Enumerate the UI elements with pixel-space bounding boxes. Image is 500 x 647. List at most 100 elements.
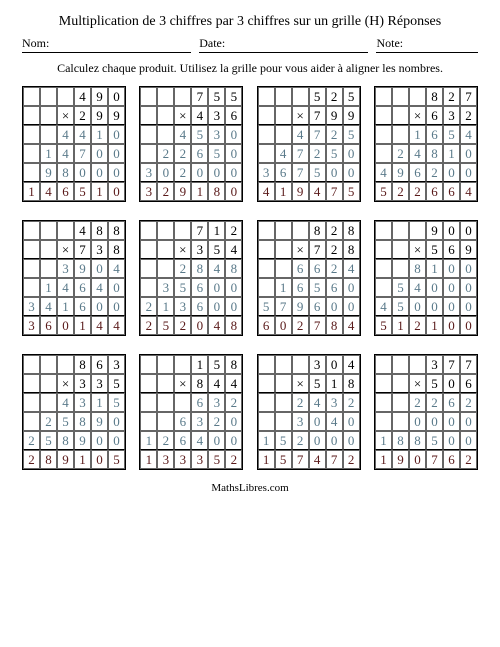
- grid-cell: [157, 374, 174, 393]
- grid-cell: [392, 374, 409, 393]
- grid-cell: [157, 125, 174, 144]
- grid-cell: 0: [309, 431, 326, 450]
- grid-cell: ×: [57, 106, 74, 125]
- grid-cell: 2: [343, 393, 360, 412]
- grid-cell: [23, 240, 40, 259]
- grid-cell: 3: [208, 106, 225, 125]
- grid-cell: [275, 87, 292, 106]
- grid-cell: 8: [40, 450, 57, 469]
- date-field[interactable]: Date:: [199, 36, 368, 53]
- grid-cell: 2: [74, 106, 91, 125]
- grid-cell: 4: [74, 87, 91, 106]
- grid-cell: 9: [343, 106, 360, 125]
- grid-cell: [292, 355, 309, 374]
- grid-cell: 0: [208, 431, 225, 450]
- grid-cell: 5: [208, 144, 225, 163]
- grid-cell: 1: [40, 278, 57, 297]
- grid-cell: 5: [57, 412, 74, 431]
- multiplication-grid: 525×799472547250367500419475: [257, 86, 361, 202]
- grid-cell: 0: [157, 163, 174, 182]
- grid-cell: [57, 87, 74, 106]
- multiplication-grid: 712×354284835600213600252048: [139, 220, 243, 336]
- grid-cell: 6: [309, 297, 326, 316]
- note-field[interactable]: Note:: [376, 36, 478, 53]
- grid-cell: 5: [426, 431, 443, 450]
- grid-cell: 5: [74, 182, 91, 201]
- grid-cell: 4: [191, 106, 208, 125]
- grid-cell: [23, 412, 40, 431]
- grid-cell: 3: [191, 412, 208, 431]
- grid-cell: 0: [409, 412, 426, 431]
- grid-cell: 0: [326, 297, 343, 316]
- grid-cell: [140, 278, 157, 297]
- grid-cell: [392, 125, 409, 144]
- grid-cell: 5: [392, 278, 409, 297]
- grid-cell: 5: [40, 431, 57, 450]
- grid-cell: [258, 259, 275, 278]
- grid-cell: 9: [91, 412, 108, 431]
- grid-cell: 5: [326, 144, 343, 163]
- grid-cell: 5: [309, 163, 326, 182]
- grid-cell: 4: [57, 144, 74, 163]
- grid-cell: [157, 87, 174, 106]
- grid-cell: 9: [426, 221, 443, 240]
- grid-cell: 0: [426, 278, 443, 297]
- grid-cell: [23, 393, 40, 412]
- grid-cell: 3: [309, 355, 326, 374]
- grid-cell: ×: [174, 106, 191, 125]
- grid-cell: 5: [191, 125, 208, 144]
- grid-cell: 0: [460, 297, 477, 316]
- grid-cell: 0: [460, 221, 477, 240]
- grid-cell: 2: [157, 431, 174, 450]
- grid-cell: [275, 355, 292, 374]
- grid-cell: 2: [292, 431, 309, 450]
- grid-cell: 9: [74, 431, 91, 450]
- grid-cell: [258, 221, 275, 240]
- grid-cell: [258, 355, 275, 374]
- grid-cell: 5: [309, 374, 326, 393]
- grid-cell: 4: [309, 182, 326, 201]
- grid-cell: 7: [191, 221, 208, 240]
- grid-cell: 0: [91, 450, 108, 469]
- grid-cell: 0: [326, 355, 343, 374]
- grid-cell: 4: [326, 412, 343, 431]
- grid-cell: [292, 87, 309, 106]
- grid-cell: 2: [443, 87, 460, 106]
- grid-cell: 9: [57, 450, 74, 469]
- grid-cell: 1: [91, 182, 108, 201]
- grid-cell: [375, 106, 392, 125]
- grid-cell: 0: [343, 412, 360, 431]
- grid-cell: [40, 374, 57, 393]
- grid-cell: [409, 355, 426, 374]
- grid-cell: 2: [208, 412, 225, 431]
- grid-cell: 9: [392, 450, 409, 469]
- grid-cell: [375, 393, 392, 412]
- grid-cell: 7: [460, 355, 477, 374]
- grid-cell: 8: [343, 221, 360, 240]
- grid-cell: 9: [292, 182, 309, 201]
- grid-cell: 8: [57, 431, 74, 450]
- grid-cell: 7: [309, 240, 326, 259]
- grid-cell: [375, 355, 392, 374]
- grid-cell: 6: [174, 431, 191, 450]
- grid-cell: 3: [140, 163, 157, 182]
- grid-cell: 5: [108, 374, 125, 393]
- grid-cell: [140, 259, 157, 278]
- grid-cell: ×: [57, 374, 74, 393]
- grid-cell: [23, 144, 40, 163]
- grid-cell: 1: [140, 450, 157, 469]
- grid-cell: [140, 374, 157, 393]
- name-field[interactable]: Nom:: [22, 36, 191, 53]
- grid-cell: ×: [174, 374, 191, 393]
- grid-cell: 0: [108, 87, 125, 106]
- grid-cell: 0: [225, 297, 242, 316]
- grid-cell: 4: [208, 259, 225, 278]
- grid-cell: 9: [326, 106, 343, 125]
- grid-cell: 1: [57, 297, 74, 316]
- grid-cell: 6: [74, 297, 91, 316]
- grid-cell: 3: [191, 240, 208, 259]
- grid-cell: 5: [392, 297, 409, 316]
- grid-cell: 6: [225, 106, 242, 125]
- grid-cell: 0: [460, 144, 477, 163]
- instructions: Calculez chaque produit. Utilisez la gri…: [22, 61, 478, 76]
